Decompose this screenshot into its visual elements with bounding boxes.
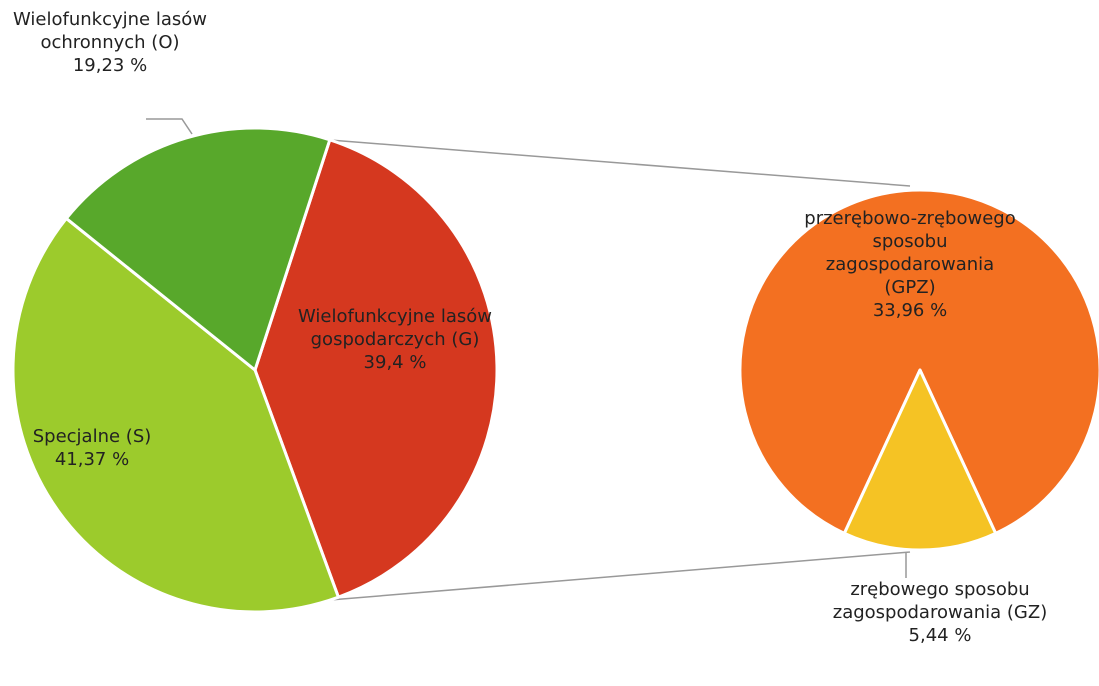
data-label: zrębowego sposobu zagospodarowania (GZ) 5… [828, 578, 1053, 647]
pie-slice [738, 188, 1099, 535]
label-name: Wielofunkcyjne lasów ochronnych (O) [13, 9, 207, 53]
data-label: przerębowo-zrębowego sposobu zagospodaro… [803, 207, 1018, 322]
connector-line [329, 551, 911, 601]
pie-slice [64, 126, 332, 372]
label-value: 5,44 % [908, 625, 972, 646]
label-name: zrębowego sposobu zagospodarowania (GZ) [832, 579, 1048, 623]
label-name: przerębowo-zrębowego sposobu zagospodaro… [804, 208, 1016, 298]
connector-line [329, 139, 911, 187]
data-label: Specjalne (S) 41,37 % [0, 425, 192, 471]
data-label: Wielofunkcyjne lasów gospodarczych (G) 39… [295, 305, 495, 374]
data-label: Wielofunkcyjne lasów ochronnych (O) 19,23… [5, 8, 215, 77]
pie-slice [842, 368, 998, 552]
label-value: 33,96 % [872, 300, 948, 321]
leader-line [146, 118, 193, 135]
label-value: 19,23 % [72, 55, 148, 76]
pie-slice [11, 216, 340, 614]
pie-slice [253, 138, 499, 599]
label-value: 39,4 % [363, 352, 427, 373]
label-value: 41,37 % [54, 449, 130, 470]
label-name: Specjalne (S) [32, 426, 152, 447]
label-name: Wielofunkcyjne lasów gospodarczych (G) [298, 306, 492, 350]
